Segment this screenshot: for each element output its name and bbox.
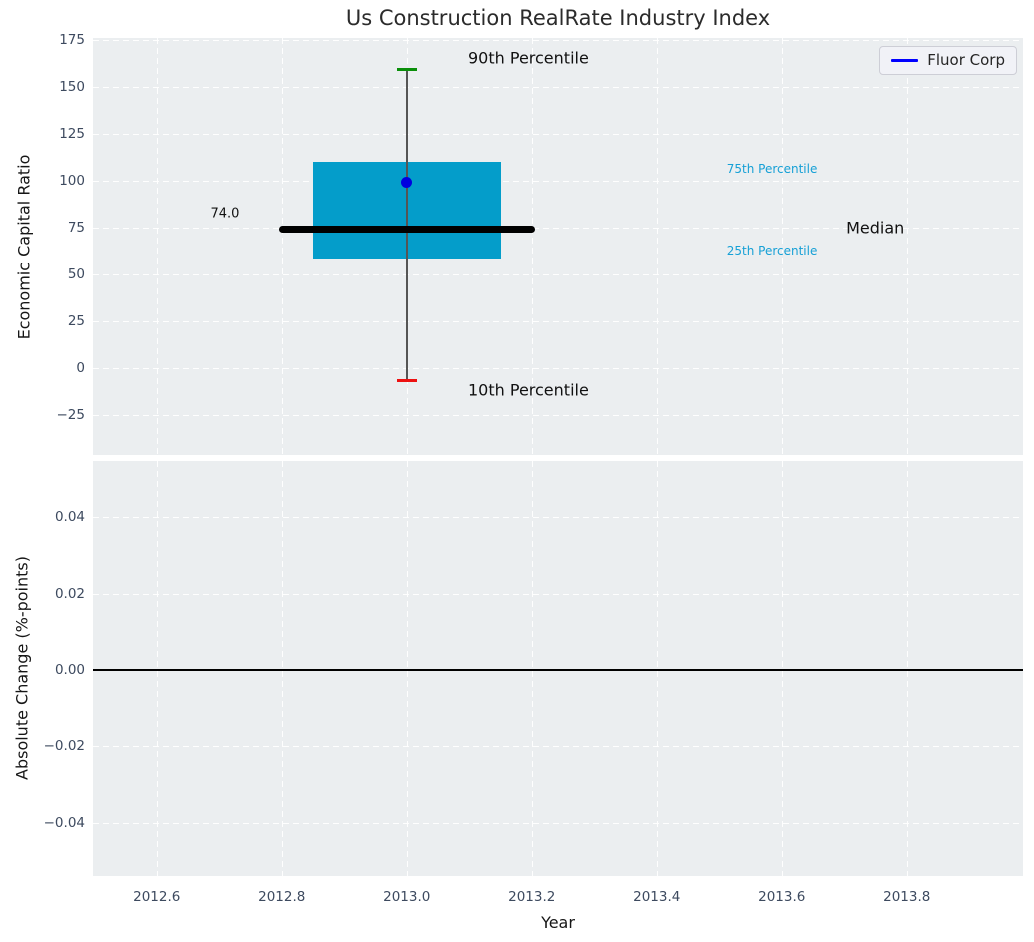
y-tick-label: 0.02	[54, 585, 85, 602]
annotation-74-0: 74.0	[210, 206, 240, 222]
x-tick-label: 2012.6	[133, 889, 181, 905]
annotation-75th-percentile: 75th Percentile	[726, 162, 818, 177]
y-tick-label: 125	[59, 125, 85, 142]
h-gridline	[93, 593, 1023, 595]
h-gridline	[93, 86, 1023, 88]
percentile-90-cap	[396, 67, 417, 71]
top-y-axis-label: Economic Capital Ratio	[14, 154, 34, 340]
legend-line-swatch	[891, 58, 919, 62]
v-gridline	[156, 38, 158, 455]
median-line	[278, 225, 535, 233]
h-gridline	[93, 746, 1023, 748]
chart-title: Us Construction RealRate Industry Index	[345, 6, 771, 30]
h-gridline	[93, 321, 1023, 323]
legend-label: Fluor Corp	[927, 51, 1005, 69]
y-tick-label: 150	[59, 78, 85, 95]
y-tick-label: 100	[59, 172, 85, 189]
v-gridline	[906, 38, 908, 455]
h-gridline	[93, 822, 1023, 824]
annotation-10th-percentile: 10th Percentile	[468, 380, 589, 400]
y-tick-label: 0.04	[54, 509, 85, 526]
y-tick-label: −25	[56, 407, 86, 424]
x-axis-label: Year	[541, 913, 575, 932]
y-tick-label: 0	[76, 360, 85, 377]
top-axes: Fluor Corp 90th Percentile 10th Percentil…	[93, 38, 1023, 455]
annotation-25th-percentile: 25th Percentile	[726, 244, 818, 258]
y-tick-label: −0.04	[43, 814, 85, 831]
v-gridline	[906, 461, 908, 876]
v-gridline	[781, 38, 783, 455]
x-tick-label: 2013.0	[383, 889, 431, 905]
v-gridline	[656, 461, 658, 876]
h-gridline	[93, 133, 1023, 135]
h-gridline	[93, 40, 1023, 42]
percentile-10-cap	[396, 378, 417, 382]
h-gridline	[93, 274, 1023, 276]
v-gridline	[656, 38, 658, 455]
v-gridline	[281, 38, 283, 455]
v-gridline	[281, 461, 283, 876]
y-tick-label: 0.00	[54, 662, 85, 679]
y-tick-label: 175	[59, 32, 85, 49]
v-gridline	[781, 461, 783, 876]
y-tick-label: 25	[67, 313, 85, 330]
h-gridline	[93, 415, 1023, 417]
y-tick-label: 75	[67, 219, 85, 236]
x-tick-label: 2013.2	[508, 889, 556, 905]
v-gridline	[531, 461, 533, 876]
y-tick-label: −0.02	[43, 738, 85, 755]
annotation-90th-percentile: 90th Percentile	[468, 48, 589, 68]
x-tick-label: 2013.6	[758, 889, 806, 905]
x-tick-label: 2012.8	[258, 889, 306, 905]
annotation-median: Median	[846, 218, 905, 238]
v-gridline	[531, 38, 533, 455]
v-gridline	[156, 461, 158, 876]
fluor-corp-marker	[401, 177, 413, 189]
h-gridline	[93, 368, 1023, 370]
bottom-axes	[93, 461, 1023, 876]
h-gridline	[93, 180, 1023, 182]
x-tick-label: 2013.4	[633, 889, 681, 905]
y-tick-label: 50	[67, 266, 85, 283]
h-gridline	[93, 227, 1023, 229]
x-tick-label: 2013.8	[883, 889, 931, 905]
h-gridline	[93, 517, 1023, 519]
zero-line	[93, 669, 1023, 672]
legend: Fluor Corp	[879, 46, 1017, 75]
v-gridline	[406, 461, 408, 876]
whisker-line	[406, 69, 408, 380]
bottom-y-axis-label: Absolute Change (%-points)	[12, 556, 32, 780]
